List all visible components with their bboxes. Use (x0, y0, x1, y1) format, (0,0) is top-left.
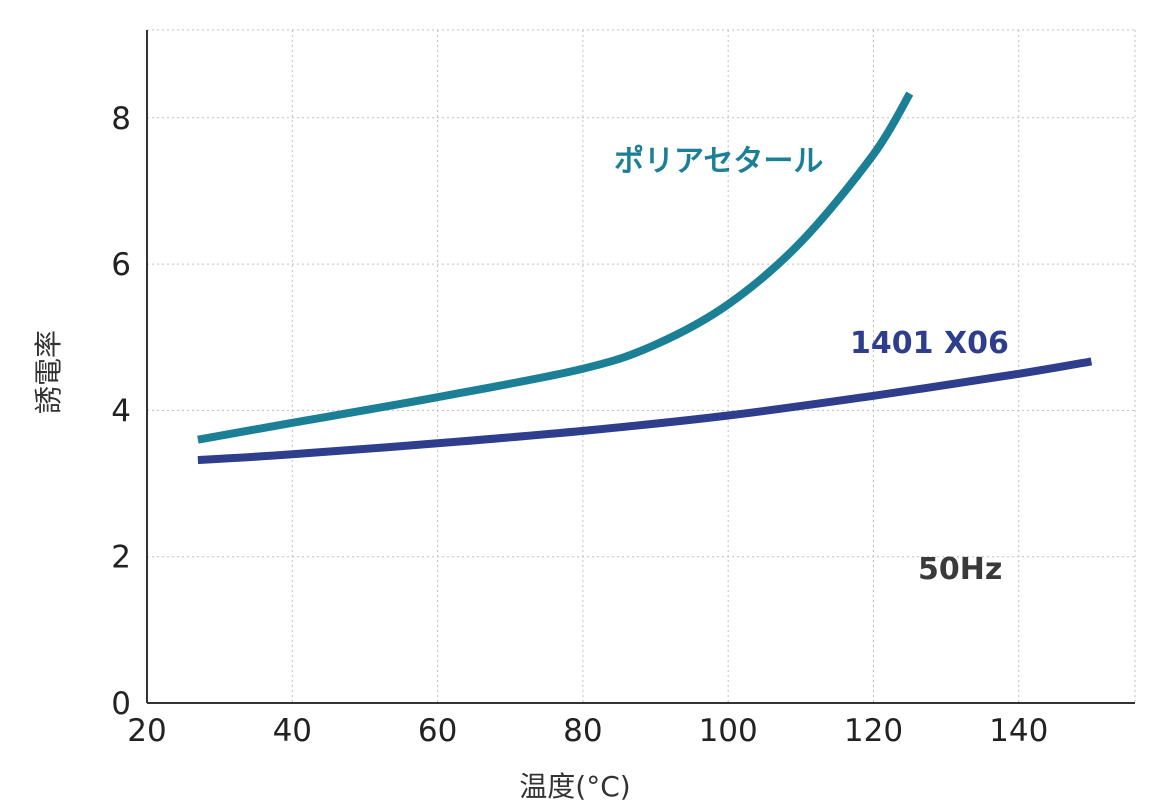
x-tick-label: 20 (127, 713, 166, 749)
series-line-2 (197, 357, 1093, 465)
x-tick-label: 100 (699, 713, 758, 749)
x-tick-label: 80 (563, 713, 602, 749)
y-tick-label: 0 (111, 686, 131, 722)
x-tick-label: 60 (418, 713, 457, 749)
series-labels: ポリアセタール 1401 X06 (614, 144, 1009, 361)
x-tick-label: 140 (989, 713, 1048, 749)
y-axis-title: 誘電率 (32, 330, 65, 414)
x-tick-label: 40 (273, 713, 312, 749)
x-axis-title: 温度(°C) (519, 770, 630, 803)
series-line-1 (197, 91, 914, 444)
axes (146, 30, 1135, 704)
series-lines (197, 91, 1093, 465)
grid (147, 29, 1136, 703)
y-tick-label: 6 (111, 247, 131, 283)
frequency-annotation: 50Hz (918, 552, 1002, 587)
y-tick-label: 2 (111, 540, 131, 576)
x-tick-label: 120 (844, 713, 903, 749)
series-label-2: 1401 X06 (850, 326, 1009, 361)
y-tick-label: 4 (111, 393, 131, 429)
y-tick-label: 8 (111, 101, 131, 137)
series-label-1: ポリアセタール (614, 144, 823, 179)
tick-labels: 20 40 60 80 100 120 140 0 2 4 6 8 (111, 101, 1048, 749)
